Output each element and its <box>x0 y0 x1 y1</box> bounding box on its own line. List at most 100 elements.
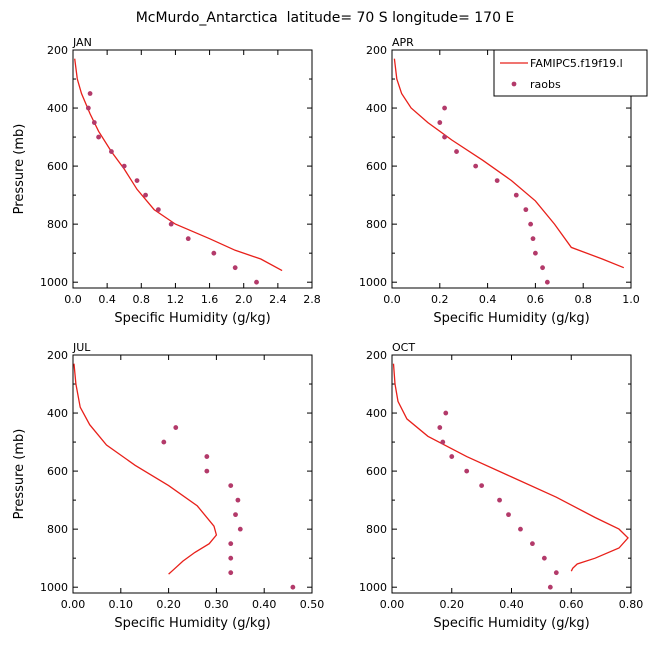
oct-raobs-point <box>440 439 446 445</box>
jan-y-tick-label: 200 <box>47 44 68 57</box>
oct-raobs-point <box>449 454 455 459</box>
apr-raobs-point <box>523 207 529 213</box>
jul-y-axis-title: Pressure (mb) <box>12 429 27 520</box>
apr-y-tick-label: 1000 <box>359 276 387 289</box>
oct-y-tick-label: 200 <box>366 349 387 362</box>
jul-raobs-point <box>237 526 243 532</box>
jan-x-axis-title: Specific Humidity (g/kg) <box>114 311 270 326</box>
jan-y-tick-label: 800 <box>47 218 68 231</box>
jan-raobs-point <box>85 105 91 111</box>
jan-x-tick-label: 2.8 <box>303 293 321 306</box>
jul-raobs-point <box>173 425 179 430</box>
apr-raobs-point <box>528 221 534 227</box>
oct-model-line <box>392 363 629 572</box>
apr-x-tick-label: 0.0 <box>383 293 401 306</box>
oct-raobs-point <box>518 526 523 532</box>
jan-raobs-point <box>168 221 174 227</box>
jul-x-tick-label: 0.10 <box>109 598 134 611</box>
jan-x-tick-label: 0.8 <box>133 293 151 306</box>
oct-raobs-point <box>479 483 485 489</box>
jul-raobs-point <box>235 497 241 503</box>
apr-x-tick-label: 1.0 <box>622 293 640 306</box>
jan-raobs-point <box>211 250 217 256</box>
apr-raobs-point <box>533 250 538 256</box>
apr-x-tick-label: 0.4 <box>479 293 497 306</box>
oct-y-tick-label: 1000 <box>359 581 387 594</box>
jan-plot-frame <box>72 49 313 289</box>
oct-x-tick-label: 0.80 <box>619 598 644 611</box>
jan-raobs-point <box>155 207 161 213</box>
legend-model-label: FAMIPC5.f19f19.l <box>530 57 623 70</box>
oct-raobs-point <box>506 512 511 518</box>
jan-x-tick-label: 2.4 <box>269 293 287 306</box>
jan-y-tick-label: 400 <box>47 102 68 115</box>
oct-raobs-point <box>541 555 547 561</box>
jan-raobs-point <box>134 178 140 184</box>
oct-y-tick-label: 400 <box>366 407 387 420</box>
jul-raobs-point <box>228 541 234 547</box>
oct-raobs-point <box>530 541 535 547</box>
apr-y-tick-label: 600 <box>366 160 387 173</box>
jul-x-tick-label: 0.20 <box>156 598 181 611</box>
jul-x-tick-label: 0.30 <box>204 598 229 611</box>
apr-panel-label: APR <box>392 36 414 49</box>
apr-raobs-point <box>442 105 447 111</box>
jan-raobs-point <box>121 163 127 169</box>
apr-x-tick-label: 0.2 <box>431 293 449 306</box>
apr-raobs-point <box>442 134 447 140</box>
jan-x-tick-label: 1.2 <box>167 293 185 306</box>
jul-x-tick-label: 0.00 <box>61 598 86 611</box>
apr-raobs-point <box>437 120 443 125</box>
jan-x-tick-label: 1.6 <box>201 293 219 306</box>
jul-y-tick-label: 600 <box>47 465 68 478</box>
oct-x-tick-label: 0.40 <box>499 598 524 611</box>
oct-y-tick-label: 600 <box>366 465 387 478</box>
oct-y-tick-label: 800 <box>366 523 387 536</box>
apr-y-tick-label: 800 <box>366 218 387 231</box>
apr-raobs-point <box>540 265 545 271</box>
jan-raobs-point <box>143 192 148 198</box>
legend-raobs-label: raobs <box>530 78 561 91</box>
apr-raobs-point <box>454 149 459 154</box>
jul-y-tick-label: 1000 <box>40 581 68 594</box>
jul-raobs-point <box>228 570 234 576</box>
jul-raobs-point <box>228 483 234 489</box>
oct-raobs-point <box>437 425 443 430</box>
jul-model-line <box>73 363 218 575</box>
jul-raobs-point <box>228 555 234 561</box>
apr-raobs-point <box>473 163 479 169</box>
jul-x-tick-label: 0.40 <box>252 598 277 611</box>
jan-y-axis-title: Pressure (mb) <box>12 124 27 215</box>
oct-x-axis-title: Specific Humidity (g/kg) <box>433 616 589 631</box>
jan-x-tick-label: 2.0 <box>235 293 253 306</box>
jan-raobs-point <box>185 236 191 242</box>
oct-raobs-point <box>547 584 553 590</box>
jan-raobs-point <box>91 120 97 125</box>
jan-model-line <box>74 58 283 272</box>
oct-x-tick-label: 0.20 <box>440 598 465 611</box>
oct-x-tick-label: 0.60 <box>559 598 584 611</box>
oct-x-tick-label: 0.00 <box>380 598 405 611</box>
apr-y-tick-label: 200 <box>366 44 387 57</box>
jan-raobs-point <box>254 279 259 285</box>
legend-box <box>493 49 648 97</box>
jul-x-axis-title: Specific Humidity (g/kg) <box>114 616 270 631</box>
jan-x-tick-label: 0.4 <box>98 293 116 306</box>
jan-raobs-point <box>109 149 114 154</box>
oct-panel-label: OCT <box>392 341 415 354</box>
jan-panel-label: JAN <box>72 36 92 49</box>
jul-plot-frame <box>72 354 313 594</box>
apr-y-tick-label: 400 <box>366 102 387 115</box>
apr-raobs-point <box>494 178 500 184</box>
apr-x-tick-label: 0.6 <box>527 293 545 306</box>
oct-plot-frame <box>391 354 632 594</box>
jul-raobs-point <box>204 468 210 474</box>
jul-y-tick-label: 400 <box>47 407 68 420</box>
apr-raobs-point <box>544 279 550 285</box>
jul-panel-label: JUL <box>72 341 91 354</box>
apr-x-tick-label: 0.8 <box>574 293 592 306</box>
jul-y-tick-label: 800 <box>47 523 68 536</box>
oct-raobs-point <box>443 410 449 416</box>
